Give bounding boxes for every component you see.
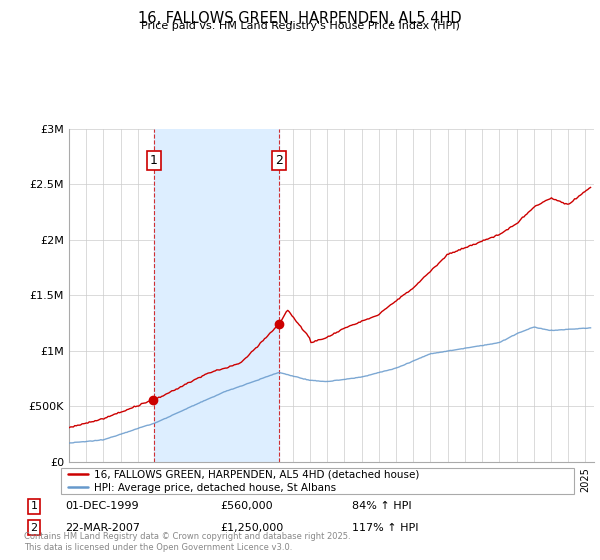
Text: 16, FALLOWS GREEN, HARPENDEN, AL5 4HD: 16, FALLOWS GREEN, HARPENDEN, AL5 4HD xyxy=(138,11,462,26)
Bar xyxy=(154,129,280,462)
Text: 2: 2 xyxy=(31,523,37,533)
Text: £560,000: £560,000 xyxy=(220,501,272,511)
Text: HPI: Average price, detached house, St Albans: HPI: Average price, detached house, St A… xyxy=(94,483,335,493)
Text: 16, FALLOWS GREEN, HARPENDEN, AL5 4HD (detached house): 16, FALLOWS GREEN, HARPENDEN, AL5 4HD (d… xyxy=(94,469,419,479)
Text: 84% ↑ HPI: 84% ↑ HPI xyxy=(352,501,412,511)
FancyBboxPatch shape xyxy=(61,468,574,494)
Text: 22-MAR-2007: 22-MAR-2007 xyxy=(65,523,140,533)
Text: 1: 1 xyxy=(31,501,37,511)
Text: £1,250,000: £1,250,000 xyxy=(220,523,283,533)
Text: 2: 2 xyxy=(275,154,283,167)
Text: 117% ↑ HPI: 117% ↑ HPI xyxy=(352,523,419,533)
Text: 01-DEC-1999: 01-DEC-1999 xyxy=(65,501,139,511)
Text: Contains HM Land Registry data © Crown copyright and database right 2025.
This d: Contains HM Land Registry data © Crown c… xyxy=(24,532,350,552)
Text: Price paid vs. HM Land Registry's House Price Index (HPI): Price paid vs. HM Land Registry's House … xyxy=(140,21,460,31)
Text: 1: 1 xyxy=(150,154,158,167)
